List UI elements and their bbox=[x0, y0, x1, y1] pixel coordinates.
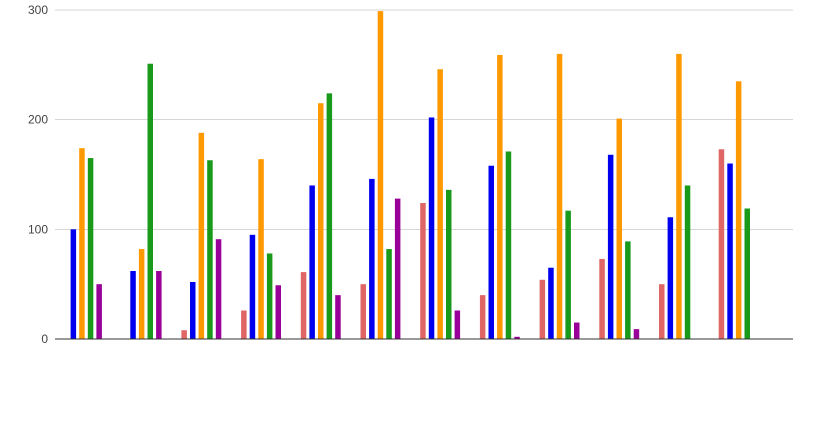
bar bbox=[497, 54, 503, 340]
bar bbox=[335, 295, 341, 339]
y-tick-label: 200 bbox=[28, 113, 48, 127]
y-tick-label: 300 bbox=[28, 3, 48, 17]
bar bbox=[326, 93, 333, 339]
y-axis-ticks: 0 100 200 300 bbox=[28, 3, 48, 346]
bar bbox=[488, 165, 494, 339]
bar bbox=[190, 281, 196, 339]
bar bbox=[130, 271, 136, 339]
bar bbox=[215, 239, 222, 339]
bar bbox=[727, 163, 733, 339]
bar bbox=[625, 241, 631, 339]
bar bbox=[198, 132, 205, 339]
bar bbox=[633, 329, 640, 339]
bar bbox=[667, 217, 674, 339]
bar bbox=[428, 117, 435, 339]
bar bbox=[377, 11, 384, 339]
bar bbox=[147, 63, 153, 340]
bar bbox=[249, 234, 256, 339]
bars bbox=[70, 11, 750, 340]
bar bbox=[574, 322, 580, 339]
bar bbox=[556, 53, 563, 340]
bar bbox=[96, 284, 102, 339]
bar bbox=[616, 118, 622, 339]
bar bbox=[318, 103, 324, 339]
bar bbox=[309, 185, 315, 339]
bar bbox=[744, 208, 750, 339]
bar bbox=[420, 203, 426, 339]
bar bbox=[181, 330, 187, 339]
bar bbox=[479, 295, 486, 339]
y-tick-label: 100 bbox=[28, 222, 48, 236]
bar bbox=[207, 160, 213, 339]
bar bbox=[138, 249, 145, 339]
bar bbox=[79, 148, 85, 339]
y-tick-label: 0 bbox=[41, 332, 48, 346]
bar bbox=[446, 189, 452, 339]
bar bbox=[300, 272, 307, 339]
bar bbox=[718, 149, 725, 339]
bar bbox=[266, 253, 273, 339]
bar bbox=[599, 258, 605, 339]
bar bbox=[548, 267, 554, 339]
bar bbox=[87, 158, 94, 339]
bar bbox=[241, 310, 247, 339]
bar bbox=[659, 284, 665, 339]
grid-layer bbox=[55, 9, 793, 230]
bar bbox=[386, 249, 392, 339]
bar bbox=[505, 151, 512, 339]
bar bbox=[360, 284, 366, 339]
bar bbox=[684, 185, 691, 339]
bar bbox=[539, 279, 546, 339]
bar bbox=[275, 285, 281, 339]
bar bbox=[565, 210, 571, 339]
bar bbox=[454, 310, 461, 339]
bar bbox=[676, 53, 682, 340]
bar bbox=[607, 154, 614, 339]
bar bbox=[437, 69, 443, 339]
bar bbox=[514, 336, 520, 339]
bar bbox=[70, 229, 77, 339]
bar bbox=[369, 178, 375, 339]
bar bbox=[156, 271, 162, 339]
bar bbox=[735, 81, 742, 339]
bar bbox=[394, 198, 401, 339]
bar bbox=[258, 159, 264, 339]
